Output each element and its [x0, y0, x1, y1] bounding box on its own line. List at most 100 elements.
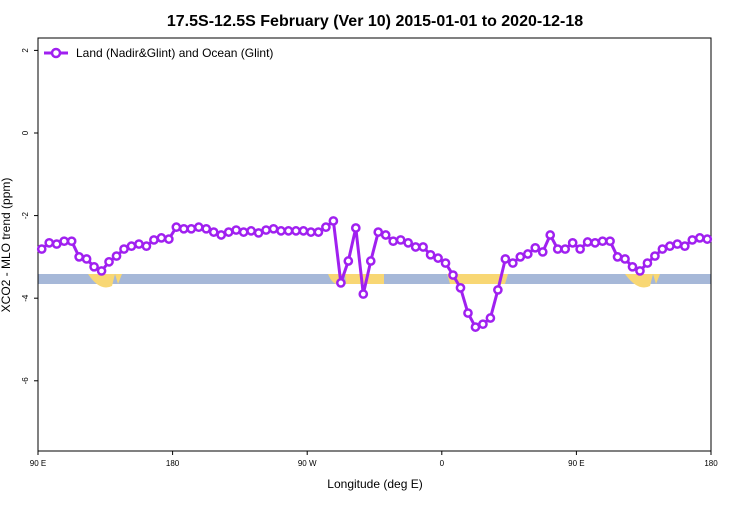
- data-point: [537, 247, 548, 257]
- data-point: [485, 313, 496, 323]
- x-tick-label: 90 E: [30, 459, 46, 468]
- data-point: [515, 252, 526, 262]
- data-point: [679, 241, 690, 252]
- data-point: [545, 230, 556, 240]
- data-point: [111, 251, 122, 261]
- data-point: [388, 236, 399, 247]
- data-point: [657, 244, 668, 254]
- data-point: [687, 235, 698, 245]
- data-point: [343, 256, 354, 266]
- data-point: [642, 258, 653, 268]
- data-point: [560, 244, 571, 254]
- y-tick-label: -2: [21, 211, 30, 219]
- data-point: [500, 254, 511, 264]
- data-point: [650, 251, 660, 261]
- data-point: [134, 239, 144, 249]
- data-point: [96, 266, 107, 276]
- data-point: [395, 235, 406, 245]
- data-point: [306, 227, 316, 237]
- data-point: [231, 225, 242, 235]
- legend-label: Land (Nadir&Glint) and Ocean (Glint): [76, 46, 273, 60]
- y-tick-label: 2: [21, 48, 30, 53]
- y-axis-label: XCO2 - MLO trend (ppm): [0, 178, 13, 313]
- data-point: [216, 230, 227, 240]
- data-point: [141, 241, 152, 252]
- data-point: [350, 223, 361, 233]
- data-point: [702, 234, 713, 244]
- data-point: [74, 252, 84, 262]
- data-point: [627, 261, 638, 272]
- data-point: [186, 223, 197, 234]
- data-point: [582, 237, 593, 247]
- chart-title: 17.5S-12.5S February (Ver 10) 2015-01-01…: [167, 13, 583, 30]
- data-point: [246, 226, 256, 236]
- data-point: [291, 226, 301, 236]
- data-point: [253, 228, 264, 238]
- data-point: [440, 258, 451, 268]
- data-point: [620, 254, 630, 264]
- y-tick-label: -4: [21, 294, 30, 302]
- data-point: [276, 226, 286, 236]
- land-patch: [88, 274, 122, 288]
- data-point: [612, 252, 623, 262]
- plot-frame: [37, 37, 712, 452]
- x-axis-label: Longitude (deg E): [327, 477, 422, 491]
- data-point: [328, 216, 339, 226]
- data-point: [448, 270, 458, 280]
- data-point: [478, 319, 488, 330]
- data-point: [59, 236, 70, 247]
- data-point: [193, 222, 204, 233]
- x-tick-label: 0: [440, 459, 445, 468]
- data-point: [672, 239, 683, 249]
- data-point: [336, 278, 346, 288]
- data-point: [126, 241, 137, 252]
- data-point: [119, 244, 129, 254]
- data-point: [223, 227, 234, 237]
- data-point: [171, 222, 182, 233]
- data-point: [380, 230, 391, 240]
- data-point: [164, 234, 174, 244]
- legend: Land (Nadir&Glint) and Ocean (Glint): [44, 46, 273, 60]
- data-point: [268, 223, 279, 234]
- data-point: [104, 256, 114, 267]
- data-point: [575, 244, 585, 254]
- data-point: [605, 236, 615, 247]
- land-patch: [447, 274, 508, 284]
- x-tick-label: 180: [166, 459, 180, 468]
- data-point: [365, 256, 376, 266]
- data-point: [590, 237, 600, 248]
- data-point: [597, 236, 608, 247]
- data-point: [373, 227, 384, 237]
- data-point: [283, 226, 294, 236]
- y-tick-label: -6: [21, 377, 30, 385]
- data-point: [89, 261, 99, 272]
- data-point: [694, 233, 705, 243]
- x-tick-label: 180: [704, 459, 718, 468]
- data-point: [530, 242, 541, 253]
- data-point: [410, 242, 421, 252]
- data-point: [201, 223, 212, 234]
- x-tick-label: 90 E: [568, 459, 584, 468]
- data-point: [51, 239, 62, 249]
- data-point: [470, 322, 481, 332]
- data-point: [425, 249, 436, 260]
- legend-marker: [50, 47, 62, 59]
- data-point: [552, 244, 563, 254]
- data-point: [358, 289, 369, 299]
- data-point: [81, 254, 92, 264]
- data-point: [321, 222, 331, 233]
- data-point: [567, 237, 578, 248]
- data-point: [156, 233, 167, 243]
- data-point: [261, 225, 271, 235]
- data-point: [635, 266, 645, 276]
- land-mask: [38, 274, 711, 288]
- data-point: [36, 244, 47, 254]
- data-point: [507, 258, 518, 268]
- series: [36, 216, 713, 332]
- data-point: [298, 226, 309, 236]
- data-point: [178, 223, 189, 234]
- data-point: [455, 283, 466, 293]
- data-point: [44, 237, 55, 248]
- data-point: [418, 242, 428, 252]
